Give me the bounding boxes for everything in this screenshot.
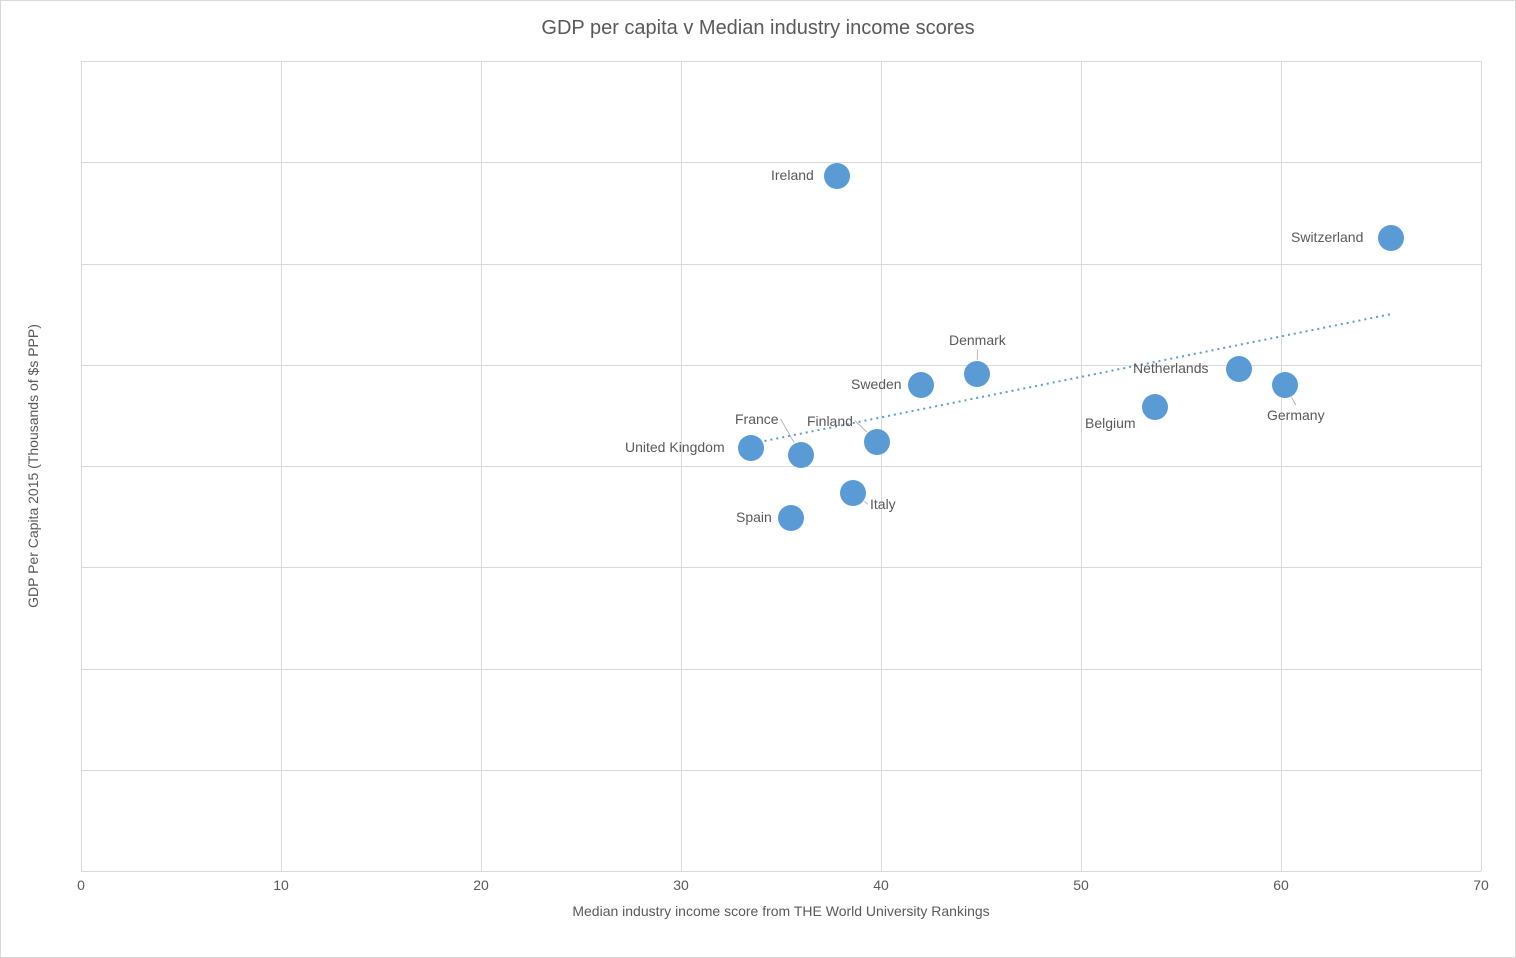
gridline-horizontal [81,567,1481,568]
data-label: Finland [807,413,853,429]
x-tick-label: 10 [273,877,289,893]
y-tick-label: 70 [0,154,71,170]
data-point [1226,356,1252,382]
leader-line [864,502,868,505]
data-label: Spain [736,509,772,525]
data-point [840,480,866,506]
data-label: Ireland [771,167,814,183]
x-tick-label: 0 [77,877,85,893]
data-label: Germany [1267,407,1325,423]
data-label: France [735,411,779,427]
data-label: United Kingdom [625,439,725,455]
leader-line [855,421,867,432]
data-point [1378,225,1404,251]
gridline-horizontal [81,264,1481,265]
data-point [964,361,990,387]
data-label: Belgium [1085,415,1136,431]
x-tick-label: 20 [473,877,489,893]
leader-line [781,419,795,443]
y-tick-label: 20 [0,661,71,677]
data-label: Italy [870,496,896,512]
x-tick-label: 30 [673,877,689,893]
data-label: Netherlands [1133,360,1209,376]
x-tick-label: 50 [1073,877,1089,893]
data-point [864,429,890,455]
gridline-horizontal [81,871,1481,872]
data-point [788,442,814,468]
plot-area: 01020304050607001020304050607080Median i… [81,61,1481,871]
x-tick-label: 60 [1273,877,1289,893]
data-point [1142,394,1168,420]
gridline-horizontal [81,162,1481,163]
data-point [738,435,764,461]
chart-title: GDP per capita v Median industry income … [1,17,1515,40]
gridline-horizontal [81,770,1481,771]
gridline-horizontal [81,365,1481,366]
data-label: Denmark [949,332,1006,348]
y-tick-label: 10 [0,762,71,778]
gridline-horizontal [81,61,1481,62]
chart-container: GDP per capita v Median industry income … [0,0,1516,958]
x-axis-title: Median industry income score from THE Wo… [572,903,989,919]
y-tick-label: 60 [0,256,71,272]
x-tick-label: 70 [1473,877,1489,893]
y-axis-title: GDP Per Capita 2015 (Thousands of $s PPP… [25,324,41,608]
y-tick-label: 80 [0,53,71,69]
data-label: Switzerland [1291,229,1363,245]
gridline-horizontal [81,466,1481,467]
gridline-horizontal [81,669,1481,670]
data-label: Sweden [851,376,902,392]
y-tick-label: 0 [0,863,71,879]
data-point [908,372,934,398]
gridline-vertical [1481,61,1482,871]
data-point [824,163,850,189]
x-tick-label: 40 [873,877,889,893]
data-point [1272,372,1298,398]
data-point [778,505,804,531]
leader-line [1292,397,1296,405]
